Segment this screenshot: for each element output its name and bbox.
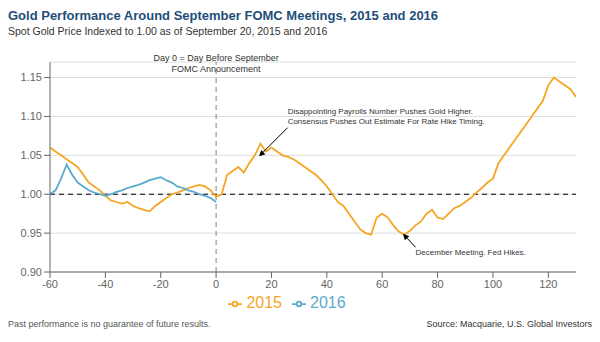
svg-text:100: 100 — [484, 278, 502, 290]
svg-text:80: 80 — [431, 278, 443, 290]
svg-text:1.15: 1.15 — [21, 71, 42, 83]
html-text:Source: Macquarie, U.S. Global: Source: Macquarie, U.S. Global Investors — [426, 319, 592, 329]
svg-text:December Meeting. Fed Hikes.: December Meeting. Fed Hikes. — [416, 248, 526, 257]
svg-text:-60: -60 — [42, 278, 58, 290]
html-text:Past performance is no guarant: Past performance is no guarantee of futu… — [8, 319, 211, 329]
html-text:Spot Gold Price Indexed to 1.0: Spot Gold Price Indexed to 1.00 as of Se… — [8, 25, 328, 37]
svg-text:Disappointing Payrolls Number: Disappointing Payrolls Number Pushes Gol… — [288, 107, 485, 126]
svg-text:1.10: 1.10 — [21, 110, 42, 122]
svg-text:20: 20 — [265, 278, 277, 290]
svg-text:Day 0 = Day Before SeptemberFO: Day 0 = Day Before SeptemberFOMC Announc… — [153, 53, 278, 74]
html-text:2016: 2016 — [310, 294, 346, 311]
svg-text:120: 120 — [539, 278, 557, 290]
svg-text:-40: -40 — [97, 278, 113, 290]
svg-text:1.05: 1.05 — [21, 149, 42, 161]
svg-text:60: 60 — [376, 278, 388, 290]
html-text:Gold Performance Around Septem: Gold Performance Around September FOMC M… — [8, 8, 439, 23]
svg-text:40: 40 — [321, 278, 333, 290]
svg-text:-20: -20 — [153, 278, 169, 290]
svg-text:0: 0 — [213, 278, 219, 290]
svg-text:0.90: 0.90 — [21, 266, 42, 278]
html-text:2015: 2015 — [246, 294, 282, 311]
svg-text:1.00: 1.00 — [21, 188, 42, 200]
svg-text:0.95: 0.95 — [21, 227, 42, 239]
